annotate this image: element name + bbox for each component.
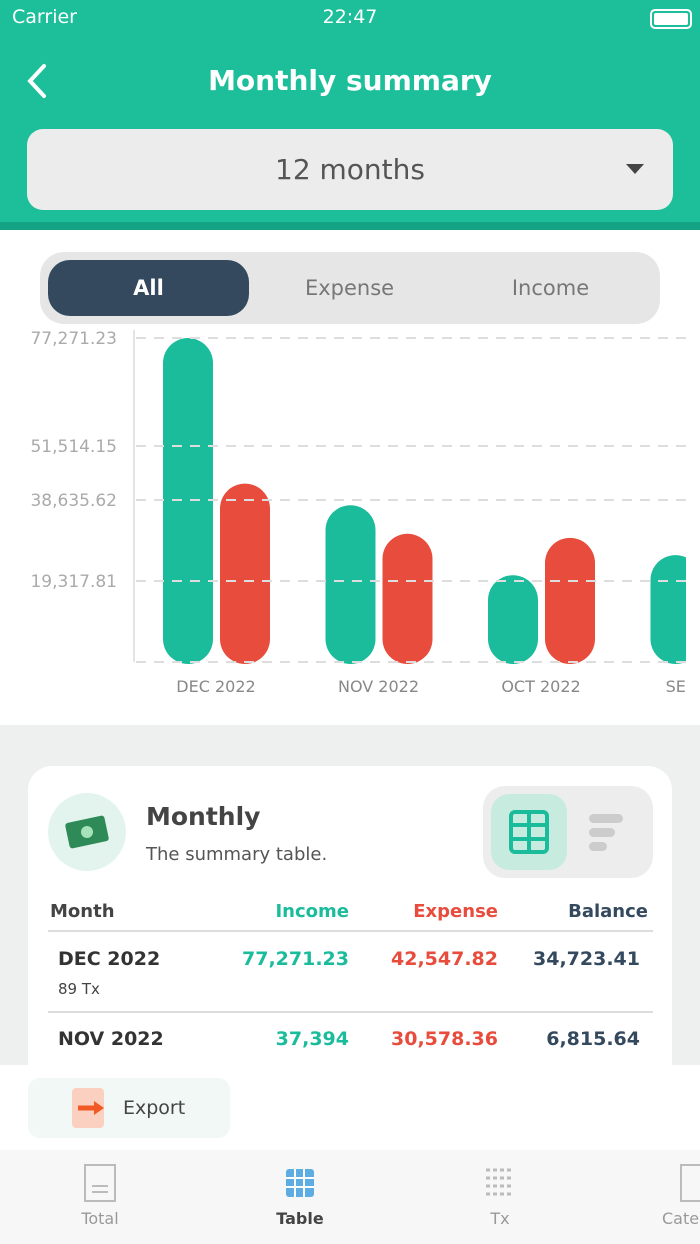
money-icon bbox=[48, 793, 126, 871]
clock: 22:47 bbox=[322, 6, 378, 28]
divider bbox=[48, 930, 653, 932]
tab-category[interactable]: Cate bbox=[662, 1209, 700, 1228]
table-view-button[interactable] bbox=[491, 794, 567, 870]
chart-view-button[interactable] bbox=[575, 794, 651, 870]
row-month: DEC 2022 bbox=[58, 948, 161, 970]
bar bbox=[488, 575, 538, 664]
view-toggle bbox=[483, 786, 653, 878]
export-label: Export bbox=[123, 1097, 186, 1119]
x-tick-label: NOV 2022 bbox=[338, 677, 419, 696]
bar bbox=[325, 505, 376, 664]
col-income: Income bbox=[275, 901, 349, 922]
carrier: Carrier bbox=[12, 6, 77, 28]
y-tick-label: 51,514.15 bbox=[30, 437, 117, 457]
row-note: 89 Tx bbox=[58, 980, 100, 998]
dropdown-arrow bbox=[626, 164, 644, 174]
row-expense: 42,547.82 bbox=[391, 948, 498, 970]
row-balance: 6,815.64 bbox=[546, 1028, 640, 1050]
bar-chart: DEC 2022 NOV 2022 OCT 2022 SEP 2022 19,317.… bbox=[30, 330, 700, 696]
segment-control: All Expense Income bbox=[40, 252, 660, 324]
bar bbox=[220, 483, 270, 664]
back-button[interactable] bbox=[24, 62, 54, 102]
y-tick-label: 19,317.81 bbox=[30, 572, 117, 592]
row-month: NOV 2022 bbox=[58, 1028, 164, 1050]
col-expense: Expense bbox=[413, 901, 498, 922]
bar bbox=[382, 533, 433, 664]
bar bbox=[650, 555, 686, 664]
battery bbox=[650, 9, 692, 29]
tab-bar: Total Table Tx Cate bbox=[0, 1150, 700, 1244]
page-title: Monthly summary bbox=[208, 64, 492, 97]
period-label: 12 months bbox=[275, 153, 425, 186]
x-tick-label: SEP 2022 bbox=[666, 677, 700, 696]
segment-all[interactable]: All bbox=[48, 260, 249, 316]
row-income: 37,394 bbox=[275, 1028, 349, 1050]
header-strip bbox=[0, 222, 700, 230]
period-dropdown[interactable]: 12 months bbox=[27, 129, 673, 210]
row-balance: 34,723.41 bbox=[533, 948, 640, 970]
summary-subtitle: The summary table. bbox=[146, 844, 328, 865]
summary-title: Monthly bbox=[146, 802, 261, 831]
col-month: Month bbox=[50, 901, 115, 922]
segment-income[interactable]: Income bbox=[511, 276, 590, 300]
x-tick-label: DEC 2022 bbox=[176, 677, 255, 696]
bar bbox=[545, 537, 595, 664]
tab-tx[interactable]: Tx bbox=[490, 1209, 510, 1228]
export-button[interactable]: Export bbox=[28, 1078, 230, 1138]
tab-total[interactable]: Total bbox=[81, 1209, 119, 1228]
row-income: 77,271.23 bbox=[242, 948, 349, 970]
bar bbox=[163, 338, 213, 664]
y-tick-label: 38,635.62 bbox=[30, 491, 117, 511]
y-tick-label: 77,271.23 bbox=[30, 330, 117, 349]
col-balance: Balance bbox=[568, 901, 648, 922]
tab-table[interactable]: Table bbox=[276, 1209, 324, 1228]
divider bbox=[48, 1011, 653, 1013]
export-bar: Export bbox=[0, 1065, 700, 1150]
x-tick-label: OCT 2022 bbox=[501, 677, 580, 696]
segment-expense[interactable]: Expense bbox=[304, 276, 395, 300]
row-expense: 30,578.36 bbox=[391, 1028, 498, 1050]
